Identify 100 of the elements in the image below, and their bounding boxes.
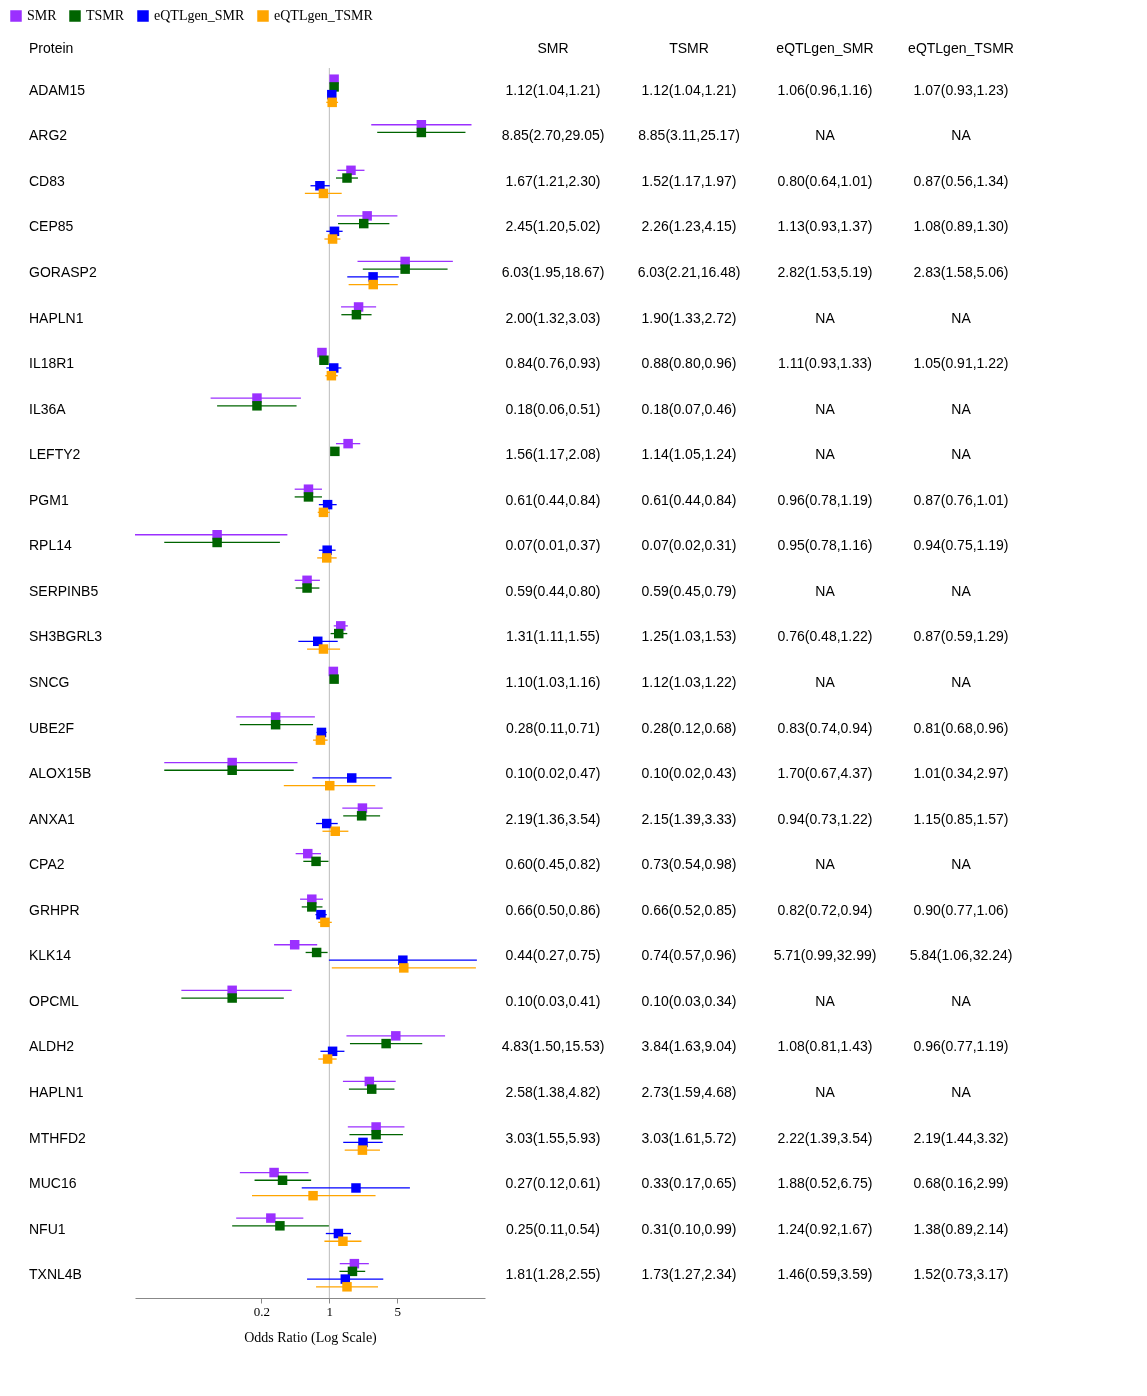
text: NA (815, 1084, 835, 1100)
text: NA (815, 674, 835, 690)
data-label: 1.06(0.96,1.16) (777, 81, 873, 98)
data-label: 3.84(1.63,9.04) (641, 1038, 737, 1055)
text: NA (815, 992, 835, 1009)
x-tick-label: 5 (394, 1303, 401, 1319)
legend-label: TSMR (86, 8, 125, 23)
y-tick-label: SNCG (29, 674, 70, 690)
y-tick-label: HAPLN1 (29, 1084, 84, 1100)
data-label: 0.83(0.74,0.94) (777, 719, 873, 736)
data-label: 1.52(0.73,3.17) (913, 1266, 1009, 1283)
x-axis-title: Odds Ratio (Log Scale) (244, 1329, 378, 1346)
legend-label: eQTLgen_TSMR (274, 8, 374, 23)
data-label: 0.68(0.16,2.99) (913, 1175, 1009, 1192)
data-label: 0.31(0.10,0.99) (641, 1220, 737, 1237)
data-label: 0.44(0.27,0.75) (505, 947, 601, 964)
y-tick-label: CPA2 (29, 856, 65, 873)
data-label: 0.95(0.78,1.16) (777, 537, 873, 554)
data-label: 0.28(0.12,0.68) (641, 719, 737, 736)
data-label: 0.59(0.44,0.80) (505, 582, 601, 599)
data-label: 6.03(1.95,18.67) (501, 264, 605, 280)
y-tick-label: PGM1 (29, 491, 69, 508)
y-tick-label: GORASP2 (29, 264, 97, 280)
data-label: 1.14(1.05,1.24) (641, 446, 737, 463)
x-tick-label: 1 (326, 1303, 334, 1319)
y-tick-label: IL18R1 (29, 355, 75, 372)
y-tick-label: NFU1 (29, 1220, 66, 1237)
data-label: 1.31(1.11,1.55) (506, 628, 600, 645)
data-label: 1.25(1.03,1.53) (641, 628, 737, 645)
data-label: 3.03(1.55,5.93) (505, 1129, 601, 1146)
data-label: 0.59(0.45,0.79) (641, 582, 737, 599)
data-label: 0.61(0.44,0.84) (641, 491, 737, 508)
data-label: 0.84(0.76,0.93) (505, 355, 601, 372)
data-label: 2.45(1.20,5.02) (505, 218, 601, 235)
data-label: 0.10(0.03,0.34) (641, 992, 737, 1009)
data-label: 1.08(0.89,1.30) (913, 218, 1009, 235)
y-tick-label: CEP85 (29, 218, 74, 235)
text: NA (951, 400, 971, 417)
data-label: 0.87(0.76,1.01) (913, 491, 1009, 508)
data-label: 0.66(0.52,0.85) (641, 901, 737, 918)
y-tick-label: RPL14 (29, 537, 73, 554)
text: NA (815, 309, 835, 326)
text: NA (951, 582, 971, 599)
data-label: 0.60(0.45,0.82) (505, 856, 601, 873)
data-label: 0.25(0.11,0.54) (506, 1220, 600, 1237)
data-label: 0.28(0.11,0.71) (506, 719, 600, 736)
data-label: 1.24(0.92,1.67) (777, 1220, 873, 1237)
data-label: 6.03(2.21,16.48) (637, 264, 741, 280)
data-label: 0.87(0.56,1.34) (913, 172, 1009, 189)
data-label: 2.83(1.58,5.06) (913, 264, 1009, 280)
data-label: 0.61(0.44,0.84) (505, 491, 601, 508)
data-label: 0.10(0.03,0.41) (505, 992, 601, 1009)
y-tick-label: CD83 (29, 172, 66, 189)
data-label: 0.88(0.80,0.96) (641, 355, 737, 372)
y-tick-label: ALDH2 (29, 1038, 75, 1055)
data-label: 2.58(1.38,4.82) (505, 1084, 601, 1100)
data-label: 1.52(1.17,1.97) (641, 172, 737, 189)
data-label: 0.81(0.68,0.96) (913, 719, 1009, 736)
data-label: 1.12(1.04,1.21) (505, 81, 601, 98)
y-tick-label: ARG2 (29, 127, 68, 144)
data-label: 1.81(1.28,2.55) (505, 1266, 601, 1283)
data-label: 3.03(1.61,5.72) (641, 1129, 737, 1146)
legend-label: SMR (27, 8, 58, 23)
data-label: 2.00(1.32,3.03) (505, 309, 601, 326)
data-label: 1.07(0.93,1.23) (913, 81, 1009, 98)
y-tick-label: OPCML (29, 992, 79, 1009)
data-label: 1.38(0.89,2.14) (913, 1220, 1009, 1237)
x-tick-label: 0.2 (253, 1303, 271, 1319)
data-label: 8.85(3.11,25.17) (638, 127, 740, 144)
text: eQTLgen_TSMR (908, 40, 1014, 56)
data-label: 1.12(1.04,1.21) (641, 81, 737, 98)
data-label: 1.90(1.33,2.72) (641, 309, 737, 326)
text: SMR (537, 40, 569, 56)
y-tick-label: MTHFD2 (29, 1129, 86, 1146)
text: TSMR (669, 40, 709, 56)
data-label: 2.73(1.59,4.68) (641, 1084, 737, 1100)
data-label: 0.18(0.06,0.51) (505, 400, 601, 417)
text: eQTLgen_SMR (776, 40, 874, 56)
y-tick-label: SERPINB5 (29, 582, 99, 599)
y-tick-label: HAPLN1 (29, 309, 84, 326)
data-label: 1.67(1.21,2.30) (505, 172, 601, 189)
y-tick-label: IL36A (29, 400, 67, 417)
data-label: 0.96(0.77,1.19) (913, 1038, 1009, 1055)
y-tick-label: GRHPR (29, 901, 80, 918)
y-tick-label: ALOX15B (29, 765, 92, 782)
data-label: 1.73(1.27,2.34) (641, 1266, 737, 1283)
data-label: 0.96(0.78,1.19) (777, 491, 873, 508)
data-label: 0.76(0.48,1.22) (777, 628, 873, 645)
text: NA (815, 127, 835, 144)
data-label: 2.82(1.53,5.19) (777, 264, 873, 280)
data-label: 1.56(1.17,2.08) (505, 446, 601, 463)
y-tick-label: ADAM15 (29, 81, 86, 98)
y-tick-label: LEFTY2 (29, 446, 81, 463)
data-label: 0.18(0.07,0.46) (641, 400, 737, 417)
data-label: 0.07(0.02,0.31) (641, 537, 737, 554)
text: NA (951, 309, 971, 326)
data-label: 1.11(0.93,1.33) (778, 355, 872, 372)
data-label: 0.73(0.54,0.98) (641, 856, 737, 873)
data-label: 0.10(0.02,0.43) (641, 765, 737, 782)
text: NA (951, 856, 971, 873)
